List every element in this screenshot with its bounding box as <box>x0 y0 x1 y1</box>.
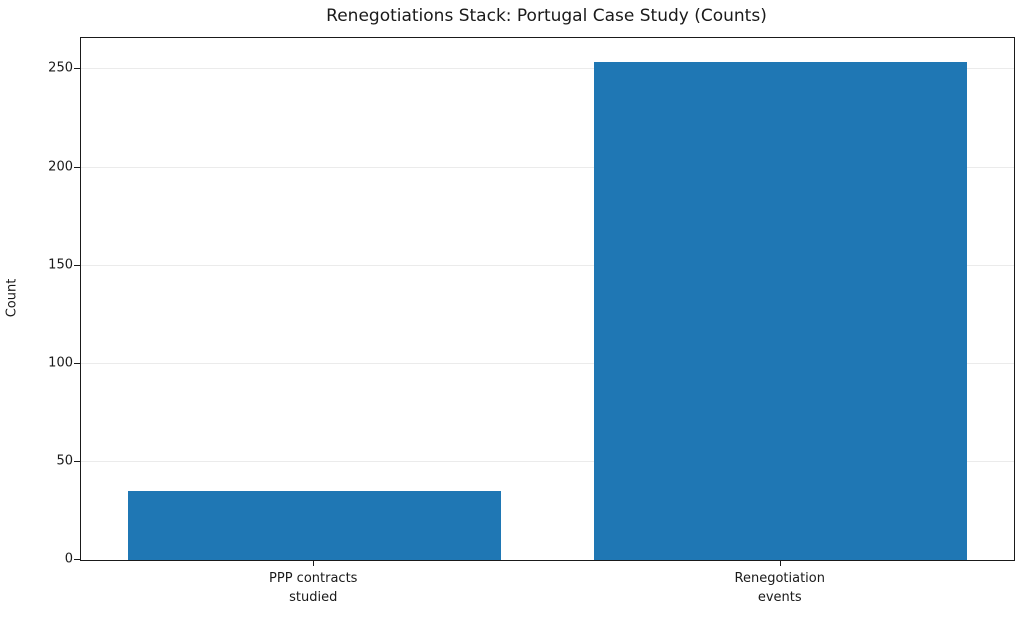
gridline-y-200 <box>81 166 1014 168</box>
y-axis-label: Count <box>4 278 20 318</box>
y-tick-label-200: 200 <box>48 159 73 175</box>
gridline-y-100 <box>81 362 1014 364</box>
chart-title: Renegotiations Stack: Portugal Case Stud… <box>326 6 767 26</box>
y-tick-mark-200 <box>74 166 80 168</box>
y-tick-label-0: 0 <box>64 551 73 567</box>
bar-0 <box>127 491 501 560</box>
y-tick-label-100: 100 <box>48 355 73 371</box>
x-tick-mark-1 <box>779 560 781 566</box>
x-tick-label-1: Renegotiation events <box>734 571 825 605</box>
bar-1 <box>594 61 968 560</box>
y-tick-label-250: 250 <box>48 60 73 76</box>
x-tick-label-0: PPP contracts studied <box>269 571 358 605</box>
y-tick-mark-50 <box>74 460 80 462</box>
y-tick-mark-250 <box>74 68 80 70</box>
plot-area <box>80 37 1015 561</box>
y-tick-mark-0 <box>74 559 80 560</box>
gridline-y-250 <box>81 68 1014 70</box>
gridline-y-150 <box>81 264 1014 266</box>
y-tick-label-50: 50 <box>56 453 73 469</box>
gridline-y-50 <box>81 460 1014 462</box>
x-tick-mark-0 <box>313 560 315 566</box>
y-tick-mark-100 <box>74 362 80 364</box>
y-tick-mark-150 <box>74 264 80 266</box>
y-tick-label-150: 150 <box>48 257 73 273</box>
